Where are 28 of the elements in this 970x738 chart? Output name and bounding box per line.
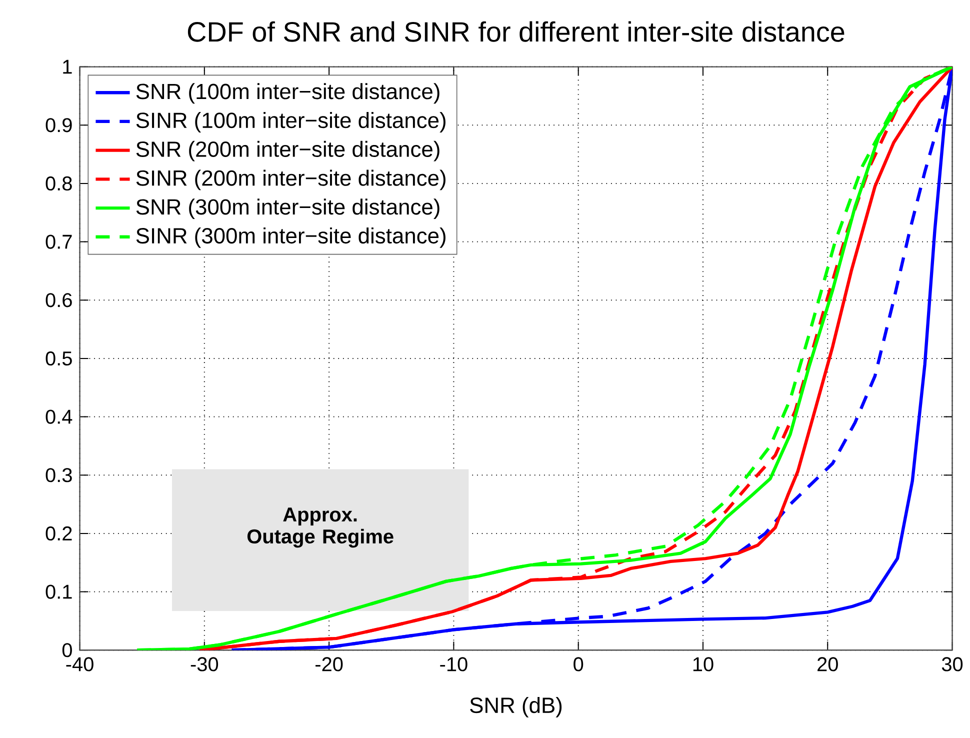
y-tick-label: 0.4 xyxy=(46,410,72,424)
legend-label: SNR (100m inter−site distance) xyxy=(136,83,440,104)
y-tick-label: 0.2 xyxy=(46,526,72,541)
legend-label: SNR (200m inter−site distance) xyxy=(136,140,440,162)
y-tick-label: 0.6 xyxy=(46,293,72,308)
y-tick-label: 0.7 xyxy=(46,234,72,249)
y-tick-label: 0 xyxy=(62,643,72,658)
y-tick-label: 0.9 xyxy=(46,118,72,132)
y-tick-label: 0.1 xyxy=(46,584,72,599)
x-tick-label: -40 xyxy=(66,657,94,672)
y-tick-label: 0.8 xyxy=(46,176,72,191)
x-tick-label: 20 xyxy=(818,657,838,672)
y-tick-label: 1 xyxy=(63,60,72,74)
legend-label: SINR (200m inter−site distance) xyxy=(136,170,446,190)
y-tick-label: 0.3 xyxy=(46,468,72,482)
band-label: Approx. Outage Regime xyxy=(247,508,394,548)
x-tick-label: -20 xyxy=(316,657,343,672)
x-tick-label: 30 xyxy=(942,657,963,672)
y-tick-label: 0.5 xyxy=(46,351,72,366)
chart-title: CDF of SNR and SINR for different inter-site distance xyxy=(188,21,844,42)
x-tick-label: -10 xyxy=(440,657,468,672)
x-tick-label: -30 xyxy=(190,657,218,672)
x-tick-label: 10 xyxy=(693,657,714,672)
x-axis-title: SNR (dB) xyxy=(470,697,562,718)
legend-label: SINR (300m inter−site distance) xyxy=(136,228,446,248)
x-tick-label: 0 xyxy=(574,657,584,672)
legend-label: SNR (300m inter−site distance) xyxy=(136,198,440,220)
legend-label: SINR (100m inter−site distance) xyxy=(136,112,446,133)
